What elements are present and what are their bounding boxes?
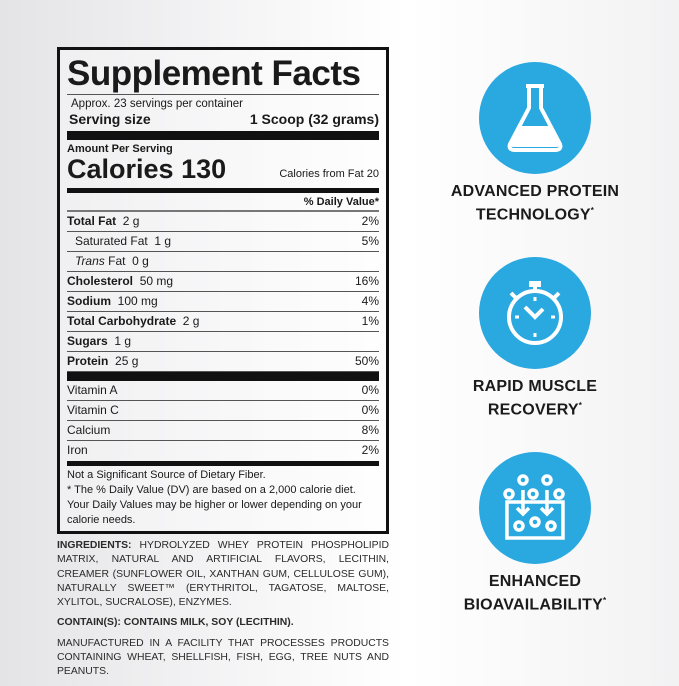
nutrient-name: Total Carbohydrate 2 g	[67, 314, 200, 328]
vitamin-dv: 0%	[361, 403, 379, 417]
vitamin-dv: 8%	[361, 423, 379, 437]
vitamin-dv: 0%	[361, 383, 379, 397]
panel-title: Supplement Facts	[67, 54, 379, 95]
feature-rapid-recovery: RAPID MUSCLE RECOVERY*	[420, 257, 650, 419]
nutrient-row: Trans Fat 0 g	[67, 252, 379, 272]
feature-advanced-protein: ADVANCED PROTEIN TECHNOLOGY*	[420, 62, 650, 224]
nutrient-dv: 1%	[361, 314, 379, 328]
feature-bioavailability: ENHANCED BIOAVAILABILITY*	[420, 452, 650, 614]
vitamin-dv: 2%	[361, 443, 379, 457]
serving-size: Serving size 1 Scoop (32 grams)	[67, 111, 379, 127]
nutrient-row: Protein 25 g 50%	[67, 352, 379, 372]
serving-size-value: 1 Scoop (32 grams)	[249, 111, 379, 127]
nutrient-row: Total Carbohydrate 2 g 1%	[67, 312, 379, 332]
nutrient-dv: 5%	[361, 234, 379, 248]
absorption-icon	[479, 452, 591, 564]
divider-medium	[67, 188, 379, 193]
daily-value-header: % Daily Value*	[67, 193, 379, 212]
divider-thick	[67, 131, 379, 140]
vitamin-row: Vitamin C 0%	[67, 401, 379, 421]
nutrient-row: Sugars 1 g	[67, 332, 379, 352]
calories-value: 130	[181, 154, 227, 184]
amount-per-serving: Amount Per Serving	[67, 143, 173, 155]
nutrient-dv: 2%	[361, 214, 379, 228]
divider-medium	[67, 461, 379, 466]
nutrient-row: Sodium 100 mg 4%	[67, 292, 379, 312]
nutrient-row: Total Fat 2 g 2%	[67, 212, 379, 232]
nutrient-dv: 4%	[361, 294, 379, 308]
nutrient-name: Sugars 1 g	[67, 334, 132, 348]
calories-label: Calories	[67, 154, 174, 184]
vitamin-name: Vitamin A	[67, 383, 118, 397]
flask-icon	[479, 62, 591, 174]
vitamin-name: Calcium	[67, 423, 111, 437]
vitamin-list: Vitamin A 0% Vitamin C 0% Calcium 8% Iron 2%	[67, 381, 379, 461]
stopwatch-icon	[479, 257, 591, 369]
servings-per-container: Approx. 23 servings per container	[71, 98, 243, 110]
nutrient-name: Trans Fat 0 g	[75, 254, 149, 268]
vitamin-row: Vitamin A 0%	[67, 381, 379, 401]
divider-thick	[67, 372, 379, 381]
nutrient-name: Saturated Fat 1 g	[75, 234, 172, 248]
nutrient-dv: 50%	[354, 354, 379, 368]
ingredients-section: INGREDIENTS: HYDROLYZED WHEY PROTEIN PHO…	[57, 539, 389, 686]
allergen-statement: CONTAIN(S): CONTAINS MILK, SOY (LECITHIN…	[57, 617, 294, 629]
nutrient-list: Total Fat 2 g 2% Saturated Fat 1 g 5% Trans …	[67, 212, 379, 372]
calories-from-fat: Calories from Fat 20	[279, 168, 379, 180]
facility-statement: MANUFACTURED IN A FACILITY THAT PROCESSE…	[57, 637, 389, 678]
vitamin-name: Iron	[67, 443, 88, 457]
vitamin-row: Iron 2%	[67, 441, 379, 461]
left-column: Supplement Facts Approx. 23 servings per…	[57, 47, 389, 686]
calories-row: Calories 130 Calories from Fat 20	[67, 154, 379, 184]
daily-value-note: * The % Daily Value (DV) are based on a …	[67, 484, 362, 526]
nutrient-name: Total Fat 2 g	[67, 214, 140, 228]
serving-size-label: Serving size	[69, 111, 151, 127]
nutrient-dv: 16%	[354, 274, 379, 288]
ingredients-list: INGREDIENTS: HYDROLYZED WHEY PROTEIN PHO…	[57, 540, 389, 609]
vitamin-name: Vitamin C	[67, 403, 119, 417]
nutrient-name: Sodium 100 mg	[67, 294, 158, 308]
nutrient-row: Saturated Fat 1 g 5%	[67, 232, 379, 252]
vitamin-row: Calcium 8%	[67, 421, 379, 441]
nutrient-row: Cholesterol 50 mg 16%	[67, 272, 379, 292]
fiber-note: Not a Significant Source of Dietary Fibe…	[67, 469, 266, 481]
footnotes: Not a Significant Source of Dietary Fibe…	[67, 466, 379, 528]
supplement-facts-panel: Supplement Facts Approx. 23 servings per…	[57, 47, 389, 534]
nutrient-name: Protein 25 g	[67, 354, 139, 368]
nutrient-name: Cholesterol 50 mg	[67, 274, 174, 288]
